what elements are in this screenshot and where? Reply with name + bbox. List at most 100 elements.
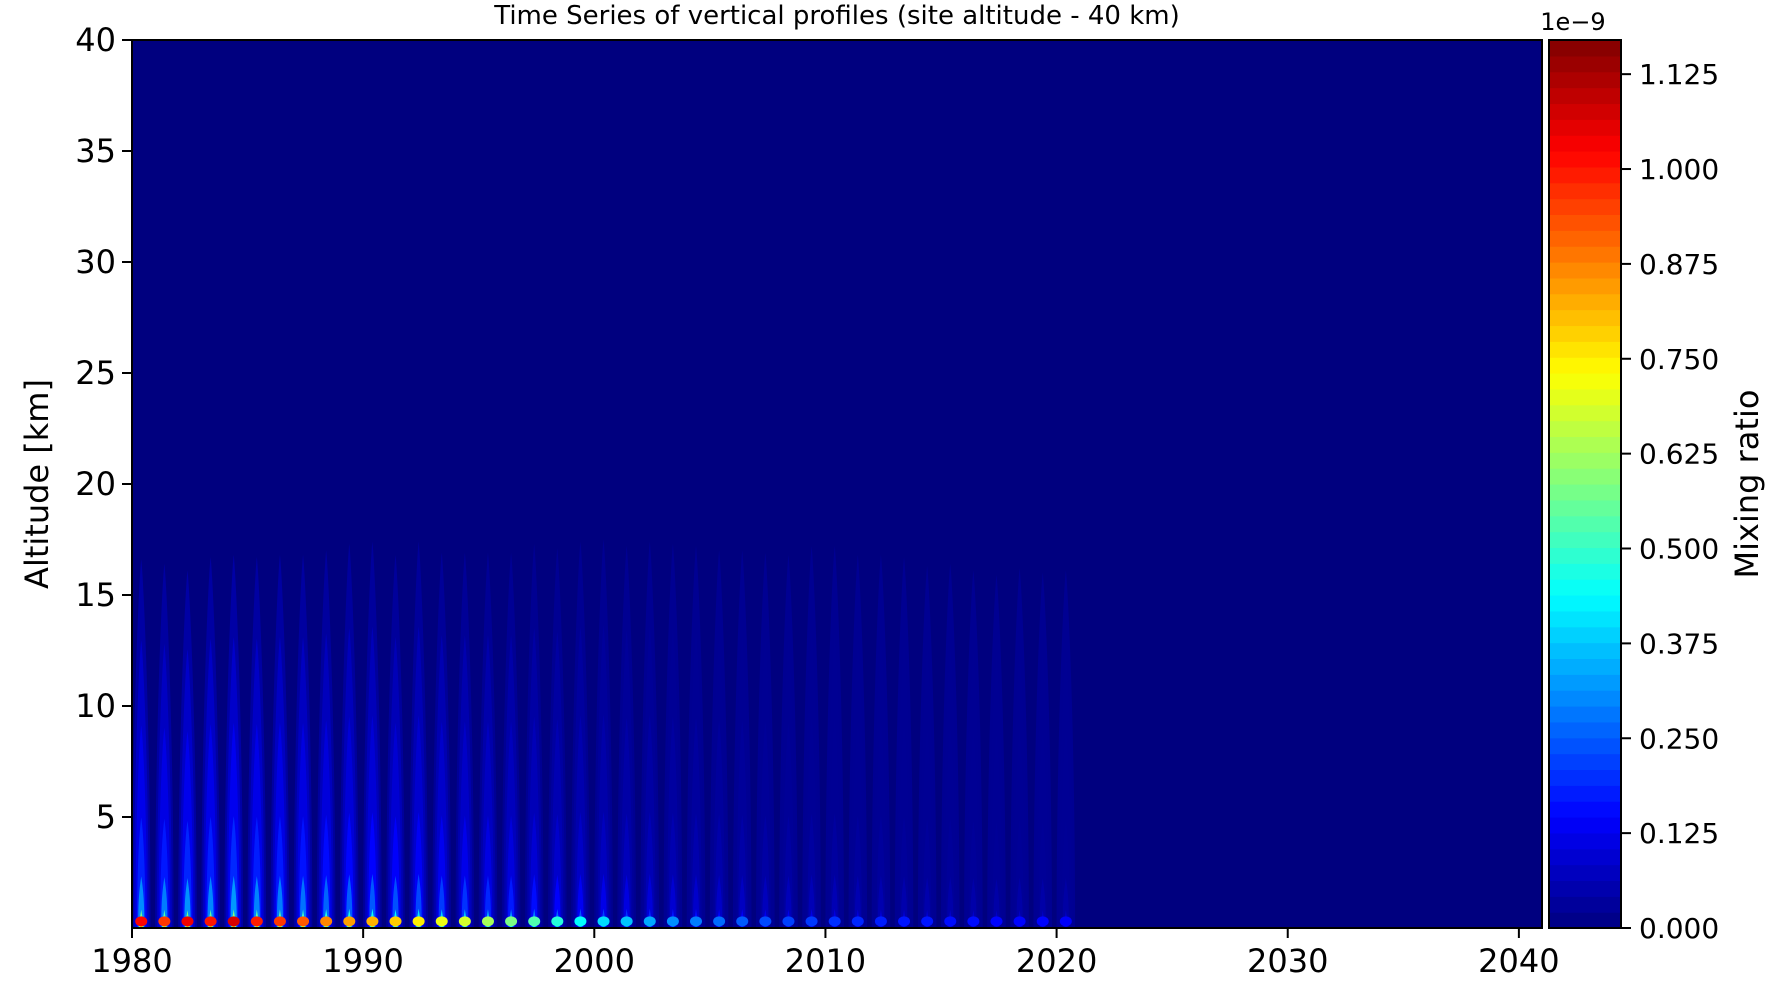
surface-peak <box>990 916 1003 927</box>
colorbar-band <box>1549 721 1621 739</box>
y-tick-label: 25 <box>75 354 116 392</box>
colorbar-band <box>1549 214 1621 231</box>
surface-peak <box>181 916 194 927</box>
colorbar-band <box>1549 515 1621 533</box>
surface-peak <box>828 916 841 927</box>
surface-peak <box>874 916 887 927</box>
profile-band <box>138 876 145 928</box>
colorbar-band <box>1549 547 1621 564</box>
profile-band <box>507 875 515 928</box>
profile-band <box>947 877 954 928</box>
surface-peak <box>666 916 679 927</box>
colorbar-band <box>1549 864 1621 882</box>
profile-band <box>161 877 168 928</box>
colorbar-band <box>1549 71 1621 89</box>
surface-peak <box>435 916 448 927</box>
colorbar-band <box>1549 373 1621 390</box>
colorbar: 0.000 0.125 0.250 0.375 0.500 0.625 0.750 0.875… <box>1540 8 1766 945</box>
surface-peak <box>944 916 957 927</box>
colorbar-tick-label: 0.625 <box>1639 438 1719 471</box>
profile-band <box>1062 877 1069 928</box>
profile-band <box>716 875 723 928</box>
profile-band <box>739 875 746 928</box>
surface-peak <box>1059 916 1072 927</box>
colorbar-tick-label: 1.125 <box>1639 58 1719 91</box>
colorbar-band <box>1549 896 1621 913</box>
y-tick-label: 15 <box>75 576 116 614</box>
profile-band <box>276 875 284 928</box>
surface-peak <box>759 916 772 927</box>
colorbar-tick-label: 0.000 <box>1639 912 1719 945</box>
colorbar-band <box>1549 246 1621 263</box>
profile-band <box>184 877 191 928</box>
profile-band <box>1039 878 1046 928</box>
colorbar-band <box>1549 40 1621 57</box>
profile-band <box>207 876 214 928</box>
profile-band <box>808 874 815 928</box>
x-tick-label: 1990 <box>322 942 403 980</box>
profile-band <box>970 877 977 928</box>
profile-band <box>253 876 260 928</box>
profile-band <box>415 873 422 928</box>
surface-peak <box>620 916 633 927</box>
colorbar-band <box>1549 785 1621 802</box>
colorbar-band <box>1549 595 1621 612</box>
profile-band <box>346 874 353 928</box>
profile-band <box>877 875 885 928</box>
colorbar-band <box>1549 166 1621 184</box>
colorbar-band <box>1549 674 1621 691</box>
profile-band <box>438 875 445 928</box>
surface-peak <box>898 916 911 927</box>
colorbar-tick-label: 0.750 <box>1639 343 1719 376</box>
x-axis: 1980 1990 2000 2010 2020 2030 2040 <box>91 928 1560 980</box>
colorbar-band <box>1549 579 1621 596</box>
colorbar-band <box>1549 420 1621 438</box>
colorbar-bands <box>1549 40 1621 929</box>
x-tick-label: 2000 <box>554 942 635 980</box>
colorbar-band <box>1549 198 1621 216</box>
profile-band <box>924 877 931 928</box>
colorbar-band <box>1549 658 1621 675</box>
colorbar-band <box>1549 832 1621 850</box>
surface-peak <box>135 916 148 927</box>
profile-band <box>993 878 1000 928</box>
colorbar-band <box>1549 309 1621 327</box>
profile-band <box>900 876 908 928</box>
colorbar-band <box>1549 468 1621 485</box>
surface-peak <box>297 916 310 927</box>
surface-peak <box>227 916 240 927</box>
colorbar-band <box>1549 436 1621 453</box>
colorbar-band <box>1549 277 1621 295</box>
colorbar-band <box>1549 753 1621 771</box>
colorbar-band <box>1549 87 1621 105</box>
colorbar-band <box>1549 182 1621 200</box>
surface-peak <box>967 916 980 927</box>
profile-band <box>230 875 237 928</box>
colorbar-band <box>1549 769 1621 786</box>
y-tick-label: 20 <box>75 465 116 503</box>
profile-band <box>785 875 792 928</box>
y-axis: 5 10 15 20 25 30 35 40 <box>75 21 132 836</box>
colorbar-band <box>1549 531 1621 549</box>
y-tick-label: 40 <box>75 21 116 59</box>
x-tick-label: 2030 <box>1247 942 1328 980</box>
y-tick-label: 30 <box>75 243 116 281</box>
y-tick-label: 35 <box>75 132 116 170</box>
colorbar-band <box>1549 626 1621 644</box>
profile-layer <box>132 539 1076 928</box>
colorbar-band <box>1549 610 1621 628</box>
surface-peak <box>204 916 217 927</box>
y-tick-label: 10 <box>75 687 116 725</box>
colorbar-band <box>1549 484 1621 501</box>
y-tick-label: 5 <box>96 798 116 836</box>
colorbar-band <box>1549 706 1621 723</box>
x-tick-label: 2010 <box>785 942 866 980</box>
surface-peak <box>597 916 610 927</box>
surface-peak <box>481 916 494 927</box>
surface-peak <box>366 916 379 927</box>
surface-peak <box>505 916 518 927</box>
plot-area <box>132 40 1542 928</box>
colorbar-label: Mixing ratio <box>1728 390 1766 579</box>
colorbar-band <box>1549 452 1621 469</box>
